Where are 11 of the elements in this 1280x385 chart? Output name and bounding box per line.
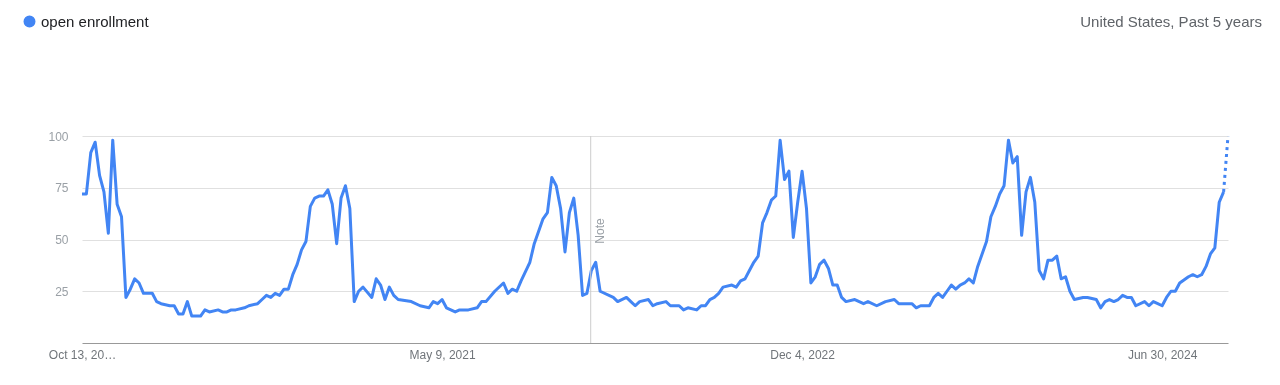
x-tick-label: Dec 4, 2022 — [770, 347, 836, 362]
x-tick-label: Oct 13, 20… — [48, 347, 117, 362]
chart-subtitle: United States, Past 5 years — [1080, 13, 1262, 30]
y-tick-label: 25 — [55, 284, 69, 299]
x-tick-label: May 9, 2021 — [409, 347, 476, 362]
y-tick-label: 100 — [48, 129, 69, 144]
ref-line-label: Note — [592, 218, 607, 244]
y-tick-label: 50 — [55, 233, 69, 247]
x-tick-label: Jun 30, 2024 — [1127, 347, 1198, 362]
y-tick-label: 75 — [55, 181, 69, 196]
legend-label: open enrollment — [41, 12, 150, 30]
